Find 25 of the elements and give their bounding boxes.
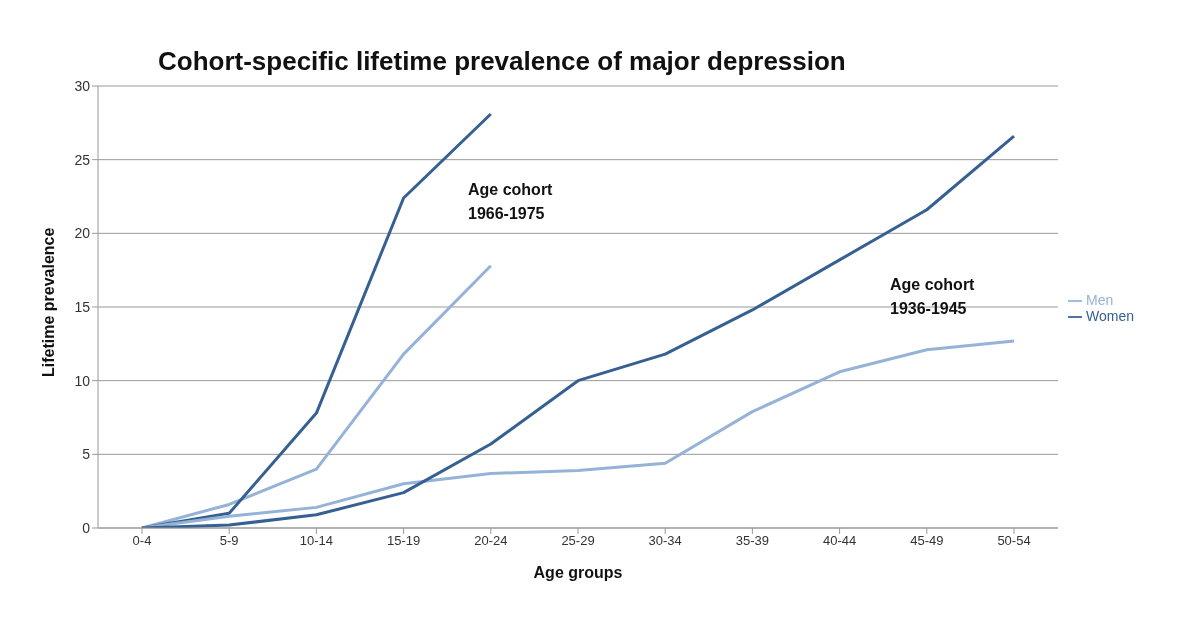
y-tick-label: 5 bbox=[82, 446, 91, 463]
y-axis-title: Lifetime prevalence bbox=[39, 227, 57, 377]
x-tick-label: 45-49 bbox=[910, 533, 944, 549]
x-axis-title: Age groups bbox=[533, 564, 623, 581]
legend-label: Women bbox=[1086, 308, 1134, 324]
y-tick-label: 25 bbox=[74, 151, 91, 168]
annotation: Age cohort 1936-1945 bbox=[890, 275, 975, 319]
y-tick-label: 0 bbox=[82, 519, 91, 536]
x-tick-label: 0-4 bbox=[132, 533, 152, 549]
x-tick-label: 40-44 bbox=[822, 533, 857, 549]
x-tick-label: 35-39 bbox=[735, 533, 770, 549]
legend-label: Men bbox=[1086, 291, 1114, 308]
y-tick-label: 20 bbox=[74, 225, 91, 242]
x-tick-label: 50-54 bbox=[997, 533, 1031, 549]
y-tick-label: 30 bbox=[74, 77, 91, 94]
x-tick-label: 5-9 bbox=[219, 533, 239, 549]
x-tick-label: 30-34 bbox=[648, 533, 682, 549]
x-tick-label: 15-19 bbox=[386, 533, 421, 549]
x-tick-label: 25-29 bbox=[561, 533, 595, 549]
x-tick-label: 10-14 bbox=[299, 533, 334, 549]
x-tick-label: 20-24 bbox=[474, 533, 508, 549]
y-tick-label: 10 bbox=[74, 372, 91, 389]
y-tick-label: 15 bbox=[74, 298, 91, 315]
chart-title: Cohort-specific lifetime prevalence of major depression bbox=[158, 46, 846, 77]
annotation: Age cohort 1966-1975 bbox=[468, 180, 553, 224]
